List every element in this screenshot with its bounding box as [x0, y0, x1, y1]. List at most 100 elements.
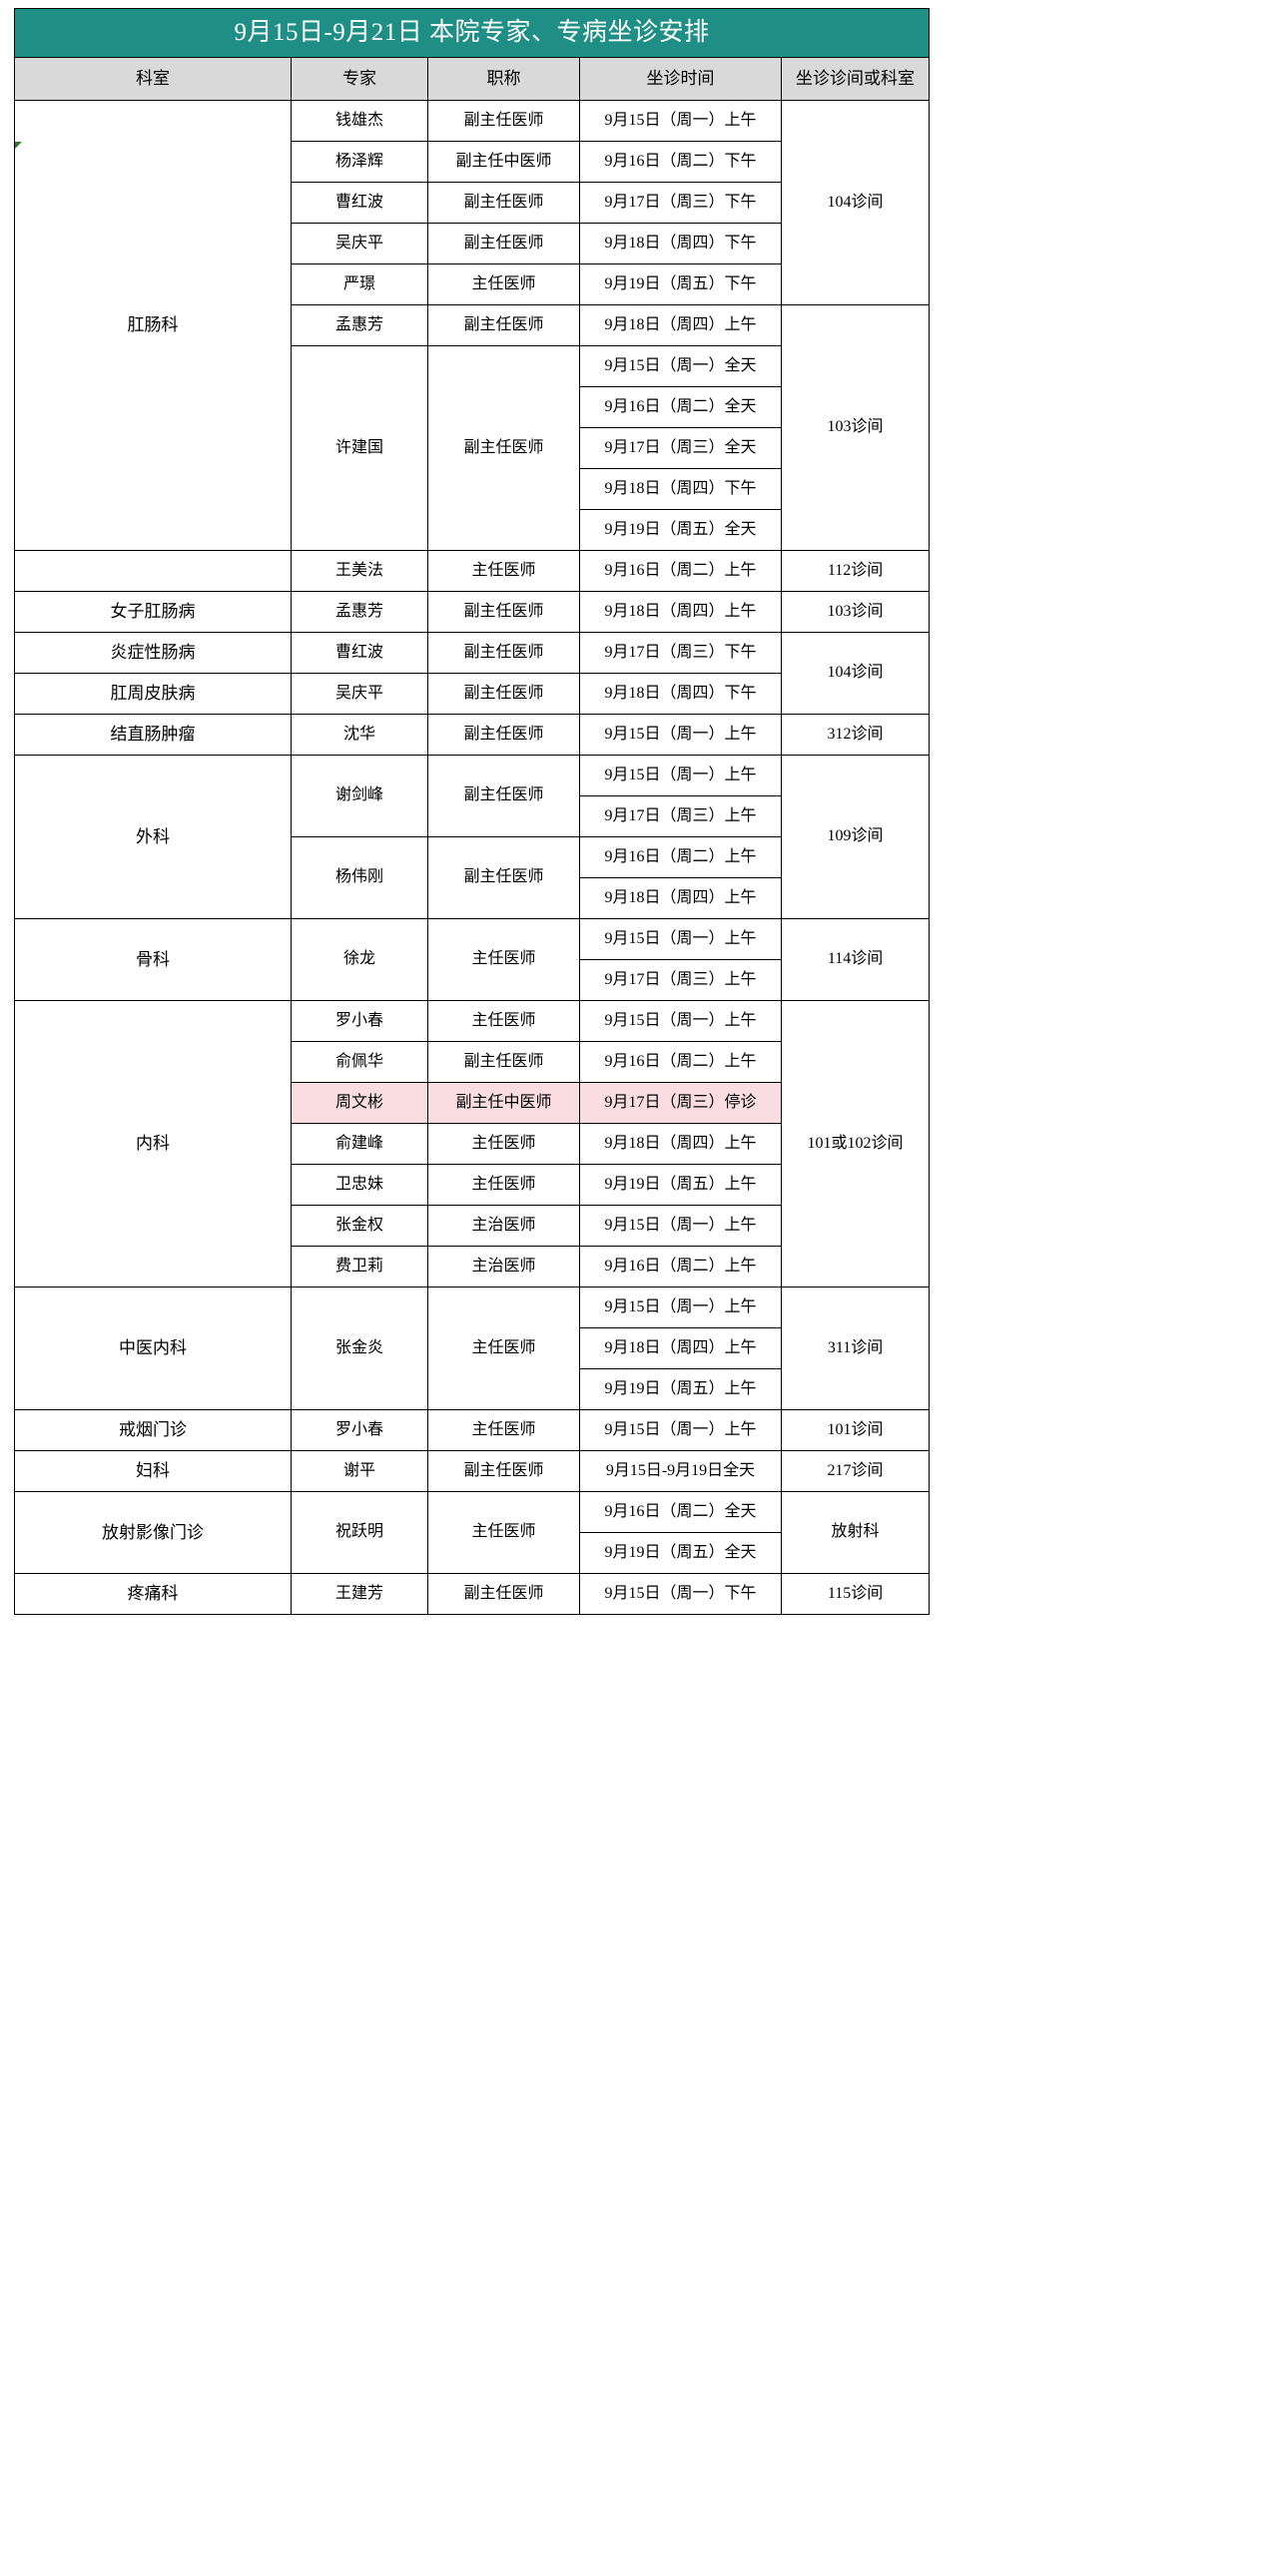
cell-expert: 祝跃明	[291, 1491, 428, 1574]
table-row: 炎症性肠病 曹红波 副主任医师 9月17日（周三）下午 104诊间	[14, 632, 931, 715]
cell-department: 中医内科	[14, 1287, 292, 1410]
cell-department: 炎症性肠病	[14, 632, 292, 674]
cell-job-title: 副主任医师	[427, 836, 580, 919]
table-row: 9月19日（周五）全天	[15, 1532, 930, 1574]
cell-expert: 孟惠芳	[291, 304, 428, 346]
table-row: 女子肛肠病 孟惠芳 副主任医师 9月18日（周四）上午 103诊间	[14, 591, 931, 633]
cell-job-title: 副主任医师	[427, 714, 580, 756]
cell-room: 104诊间	[780, 632, 931, 715]
cell-time: 9月17日（周三）上午	[579, 795, 782, 837]
cell-time: 9月19日（周五）下午	[579, 263, 782, 305]
cell-room: 217诊间	[780, 1450, 931, 1492]
cell-expert: 谢平	[291, 1450, 428, 1492]
cell-time: 9月15日（周一）全天	[579, 345, 782, 387]
cell-expert: 周文彬	[291, 1082, 428, 1124]
cell-department-continued	[14, 550, 292, 592]
cell-expert: 罗小春	[291, 1409, 428, 1451]
table-row: 肛周皮肤病 吴庆平 副主任医师 9月18日（周四）下午	[14, 673, 930, 715]
table-row: 中医内科 张金炎 主任医师 9月15日（周一）上午 311诊间	[14, 1287, 931, 1410]
cell-job-title: 副主任医师	[427, 1573, 580, 1615]
cell-time: 9月15日（周一）上午	[579, 755, 782, 796]
cell-time: 9月17日（周三）下午	[579, 632, 782, 674]
cell-time: 9月19日（周五）全天	[579, 509, 782, 551]
cell-time: 9月15日（周一）上午	[579, 1000, 782, 1042]
column-header-expert: 专家	[291, 57, 428, 101]
cell-expert: 徐龙	[291, 918, 428, 1001]
cell-room: 312诊间	[780, 714, 931, 756]
table-row: 9月19日（周五）上午	[15, 1368, 930, 1410]
cell-time: 9月16日（周二）上午	[579, 836, 782, 878]
cell-time: 9月18日（周四）上午	[579, 877, 782, 919]
cell-job-title: 副主任中医师	[427, 1082, 580, 1124]
cell-department: 放射影像门诊	[14, 1491, 292, 1574]
cell-time: 9月17日（周三）全天	[579, 427, 782, 469]
cell-expert: 费卫莉	[291, 1246, 428, 1288]
cell-expert: 曹红波	[291, 182, 428, 224]
cell-time: 9月18日（周四）上午	[579, 591, 782, 633]
cell-job-title: 副主任医师	[427, 632, 580, 674]
cell-expert: 严璟	[291, 263, 428, 305]
cell-department: 骨科	[14, 918, 292, 1001]
cell-time: 9月18日（周四）下午	[579, 223, 782, 264]
cell-expert: 吴庆平	[291, 223, 428, 264]
cell-job-title: 副主任医师	[427, 223, 580, 264]
cell-room: 101诊间	[780, 1409, 931, 1451]
cell-room: 114诊间	[780, 918, 931, 1001]
cell-department: 内科	[14, 1000, 292, 1288]
page-title: 9月15日-9月21日 本院专家、专病坐诊安排	[13, 8, 931, 58]
cell-expert: 张金炎	[291, 1287, 428, 1410]
cell-job-title: 主任医师	[427, 1000, 580, 1042]
cell-expert: 俞建峰	[291, 1123, 428, 1165]
table-row: 9月18日（周四）下午	[15, 468, 930, 510]
table-row: 9月16日（周二）全天	[15, 386, 930, 428]
cell-job-title: 副主任医师	[427, 755, 580, 837]
cell-job-title: 副主任医师	[427, 673, 580, 715]
cell-department: 外科	[14, 755, 292, 919]
cell-time: 9月18日（周四）上午	[579, 304, 782, 346]
cell-job-title: 副主任医师	[427, 100, 580, 142]
table-row: 妇科 谢平 副主任医师 9月15日-9月19日全天 217诊间	[14, 1450, 931, 1492]
cell-job-title: 副主任医师	[427, 591, 580, 633]
cell-time: 9月19日（周五）全天	[579, 1532, 782, 1574]
cell-room: 103诊间	[780, 591, 931, 633]
cell-time: 9月17日（周三）停诊	[579, 1082, 782, 1124]
cell-department: 女子肛肠病	[14, 591, 292, 633]
column-header-department: 科室	[14, 57, 292, 101]
table-row: 9月18日（周四）上午	[15, 877, 930, 919]
cell-job-title: 主任医师	[427, 263, 580, 305]
table-row: 费卫莉 主治医师 9月16日（周二）上午	[15, 1246, 930, 1288]
cell-time: 9月16日（周二）全天	[579, 386, 782, 428]
table-row: 俞建峰 主任医师 9月18日（周四）上午	[15, 1123, 930, 1165]
cell-job-title: 副主任医师	[427, 182, 580, 224]
cell-time: 9月16日（周二）上午	[579, 550, 782, 592]
cell-room: 104诊间	[780, 100, 931, 305]
table-row: 俞佩华 副主任医师 9月16日（周二）上午	[15, 1041, 930, 1083]
cell-comment-marker-icon	[15, 142, 22, 149]
cell-job-title: 副主任医师	[427, 1041, 580, 1083]
cell-room: 112诊间	[780, 550, 931, 592]
table-row: 疼痛科 王建芳 副主任医师 9月15日（周一）下午 115诊间	[14, 1573, 931, 1615]
cell-expert: 钱雄杰	[291, 100, 428, 142]
cell-expert: 谢剑峰	[291, 755, 428, 837]
table-row: 9月18日（周四）上午	[15, 1327, 930, 1369]
cell-time: 9月15日（周一）上午	[579, 100, 782, 142]
cell-department: 疼痛科	[14, 1573, 292, 1615]
cell-job-title: 主任医师	[427, 1123, 580, 1165]
cell-expert: 卫忠妹	[291, 1164, 428, 1206]
table-row: 骨科 徐龙 主任医师 9月15日（周一）上午 114诊间	[14, 918, 931, 1001]
cell-time: 9月18日（周四）上午	[579, 1327, 782, 1369]
cell-room: 103诊间	[780, 304, 931, 551]
cell-time: 9月15日（周一）上午	[579, 1409, 782, 1451]
schedule-body: 肛肠科 钱雄杰 副主任医师 9月15日（周一）上午 104诊间 杨泽辉 副主任中医师 9月16…	[14, 100, 931, 1615]
cell-time: 9月15日（周一）上午	[579, 918, 782, 960]
title-row: 9月15日-9月21日 本院专家、专病坐诊安排	[13, 8, 931, 58]
cell-job-title: 主任医师	[427, 1491, 580, 1574]
cell-expert: 罗小春	[291, 1000, 428, 1042]
cell-expert: 王建芳	[291, 1573, 428, 1615]
cell-department: 肛肠科	[14, 100, 292, 551]
table-row: 放射影像门诊 祝跃明 主任医师 9月16日（周二）全天 放射科	[14, 1491, 931, 1574]
cell-expert: 俞佩华	[291, 1041, 428, 1083]
cell-room: 311诊间	[780, 1287, 931, 1410]
cell-time: 9月16日（周二）下午	[579, 141, 782, 183]
cell-job-title: 主任医师	[427, 918, 580, 1001]
